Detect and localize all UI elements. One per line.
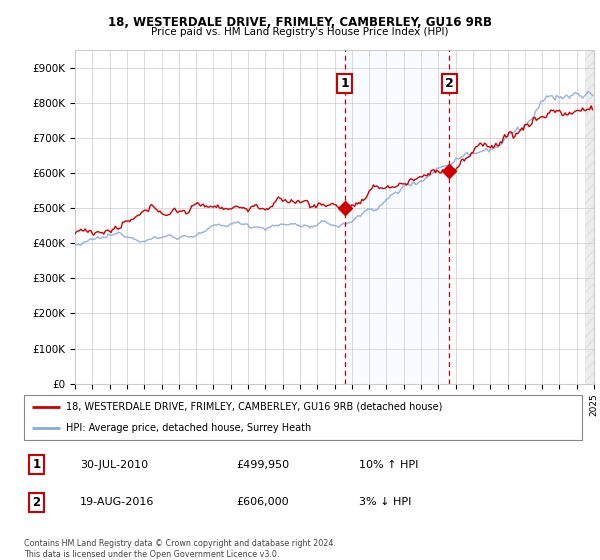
- FancyBboxPatch shape: [24, 395, 582, 440]
- Text: £606,000: £606,000: [236, 497, 289, 507]
- Text: 1: 1: [340, 77, 349, 90]
- Text: 30-JUL-2010: 30-JUL-2010: [80, 460, 148, 470]
- Text: 19-AUG-2016: 19-AUG-2016: [80, 497, 154, 507]
- Text: Contains HM Land Registry data © Crown copyright and database right 2024.
This d: Contains HM Land Registry data © Crown c…: [24, 539, 336, 559]
- Text: 2: 2: [445, 77, 454, 90]
- Text: 18, WESTERDALE DRIVE, FRIMLEY, CAMBERLEY, GU16 9RB (detached house): 18, WESTERDALE DRIVE, FRIMLEY, CAMBERLEY…: [66, 402, 442, 412]
- Bar: [344, 50, 449, 384]
- Text: 3% ↓ HPI: 3% ↓ HPI: [359, 497, 411, 507]
- Text: 10% ↑ HPI: 10% ↑ HPI: [359, 460, 418, 470]
- Text: 2: 2: [32, 496, 40, 509]
- Bar: [586, 50, 594, 384]
- Text: Price paid vs. HM Land Registry's House Price Index (HPI): Price paid vs. HM Land Registry's House …: [151, 27, 449, 38]
- Text: £499,950: £499,950: [236, 460, 289, 470]
- Text: 18, WESTERDALE DRIVE, FRIMLEY, CAMBERLEY, GU16 9RB: 18, WESTERDALE DRIVE, FRIMLEY, CAMBERLEY…: [108, 16, 492, 29]
- Text: 1: 1: [32, 458, 40, 471]
- Text: HPI: Average price, detached house, Surrey Heath: HPI: Average price, detached house, Surr…: [66, 422, 311, 432]
